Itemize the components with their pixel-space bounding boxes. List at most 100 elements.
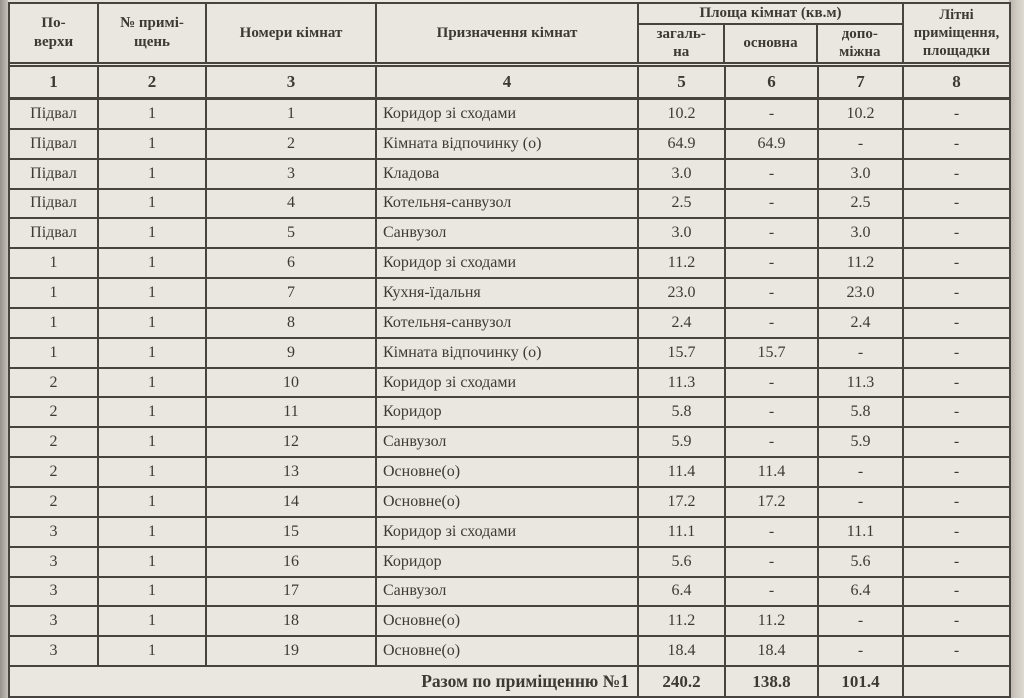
cell-summer: -: [953, 164, 960, 182]
cell-summer: -: [953, 283, 960, 301]
cell-floor: 1: [10, 338, 99, 367]
cell-area-total: 2.4: [639, 308, 726, 337]
cell-room-purpose: Коридор зі сходами: [377, 517, 639, 546]
cell-summer: -: [953, 642, 960, 660]
cell-area-main: -: [726, 219, 819, 248]
cell-room-purpose: Основне(о): [377, 637, 639, 666]
cell-area-aux: -: [819, 129, 904, 158]
cell-summer: -: [953, 104, 960, 122]
cell-premises-number: 1: [99, 100, 207, 128]
table-row: 2 1 10 Коридор зі сходами 11.3 - 11.3 -: [10, 368, 1009, 399]
cell-floor: 2: [10, 428, 99, 457]
cell-room-number: 5: [207, 219, 377, 248]
room-area-table: По- верхи № примі- щень Номери кімнат Пр…: [8, 2, 1011, 698]
cell-area-main: 11.4: [726, 458, 819, 486]
cell-area-main: -: [726, 308, 819, 337]
cell-area-total: 11.4: [639, 458, 726, 486]
cell-area-main: -: [726, 398, 819, 427]
cell-area-total: 17.2: [639, 487, 726, 516]
cell-room-purpose: Котельня-санвузол: [377, 189, 639, 218]
header-area-total: загаль- на: [639, 24, 726, 62]
table-row: 3 1 18 Основне(о) 11.2 11.2 - -: [10, 607, 1009, 638]
cell-floor: 3: [10, 517, 99, 546]
cell-area-main: -: [726, 517, 819, 546]
cell-area-total: 11.2: [639, 607, 726, 636]
cell-room-number: 8: [207, 308, 377, 337]
cell-room-number: 7: [207, 279, 377, 307]
cell-floor: 1: [10, 308, 99, 337]
cell-summer: -: [953, 373, 960, 391]
cell-room-number: 15: [207, 517, 377, 546]
cell-area-main: -: [726, 428, 819, 457]
column-number: 1: [10, 67, 99, 97]
cell-summer: -: [953, 134, 960, 152]
cell-area-main: -: [726, 100, 819, 128]
cell-area-main: -: [726, 368, 819, 397]
cell-floor: Підвал: [10, 219, 99, 248]
cell-room-number: 13: [207, 458, 377, 486]
cell-area-total: 11.2: [639, 249, 726, 278]
column-number: 7: [819, 67, 904, 97]
header-summer-premises: Літні приміщення, площадки: [913, 6, 1000, 60]
cell-room-number: 6: [207, 249, 377, 278]
cell-summer: -: [953, 343, 960, 361]
cell-floor: 1: [10, 249, 99, 278]
cell-area-total: 5.8: [639, 398, 726, 427]
cell-floor: Підвал: [10, 189, 99, 218]
cell-premises-number: 1: [99, 398, 207, 427]
cell-floor: 2: [10, 487, 99, 516]
header-premises-number: № примі- щень: [99, 4, 207, 62]
cell-room-purpose: Санвузол: [377, 219, 639, 248]
cell-room-number: 1: [207, 100, 377, 128]
cell-area-aux: -: [819, 637, 904, 666]
cell-room-number: 12: [207, 428, 377, 457]
cell-area-aux: -: [819, 487, 904, 516]
cell-room-purpose: Санвузол: [377, 428, 639, 457]
cell-area-main: 17.2: [726, 487, 819, 516]
cell-room-purpose: Кімната відпочинку (о): [377, 129, 639, 158]
cell-room-purpose: Коридор зі сходами: [377, 368, 639, 397]
header-area-subcolumns: загаль- на основна допо- міжна: [639, 24, 902, 62]
cell-premises-number: 1: [99, 487, 207, 516]
cell-floor: 2: [10, 368, 99, 397]
header-floors: По- верхи: [10, 4, 99, 62]
cell-area-total: 3.0: [639, 219, 726, 248]
cell-summer: -: [953, 463, 960, 481]
cell-premises-number: 1: [99, 129, 207, 158]
cell-premises-number: 1: [99, 338, 207, 367]
column-number: 5: [639, 67, 726, 97]
cell-summer: -: [953, 582, 960, 600]
cell-area-main: -: [726, 249, 819, 278]
column-number: 4: [377, 67, 639, 97]
cell-room-purpose: Кухня-їдальня: [377, 279, 639, 307]
cell-area-main: 11.2: [726, 607, 819, 636]
cell-premises-number: 1: [99, 279, 207, 307]
table-row: 1 1 6 Коридор зі сходами 11.2 - 11.2 -: [10, 249, 1009, 280]
cell-floor: 3: [10, 637, 99, 666]
cell-premises-number: 1: [99, 308, 207, 337]
cell-area-aux: 2.4: [819, 308, 904, 337]
table-row: 3 1 15 Коридор зі сходами 11.1 - 11.1 -: [10, 517, 1009, 548]
cell-room-number: 9: [207, 338, 377, 367]
cell-room-number: 11: [207, 398, 377, 427]
cell-floor: Підвал: [10, 100, 99, 128]
cell-summer: -: [953, 433, 960, 451]
cell-room-number: 10: [207, 368, 377, 397]
cell-room-number: 2: [207, 129, 377, 158]
cell-area-total: 6.4: [639, 577, 726, 606]
cell-area-aux: 3.0: [819, 159, 904, 188]
total-row: Разом по приміщенню №1 240.2 138.8 101.4: [10, 667, 1009, 698]
cell-premises-number: 1: [99, 368, 207, 397]
cell-floor: 1: [10, 279, 99, 307]
column-numbers-row: 1 2 3 4 5 6 7 8: [10, 67, 1009, 100]
cell-area-total: 11.3: [639, 368, 726, 397]
table-row: 2 1 14 Основне(о) 17.2 17.2 - -: [10, 487, 1009, 518]
cell-summer: -: [953, 552, 960, 570]
cell-floor: Підвал: [10, 159, 99, 188]
header-room-numbers: Номери кімнат: [207, 4, 377, 62]
cell-premises-number: 1: [99, 249, 207, 278]
cell-area-main: 64.9: [726, 129, 819, 158]
cell-premises-number: 1: [99, 159, 207, 188]
cell-premises-number: 1: [99, 189, 207, 218]
cell-summer: -: [953, 492, 960, 510]
